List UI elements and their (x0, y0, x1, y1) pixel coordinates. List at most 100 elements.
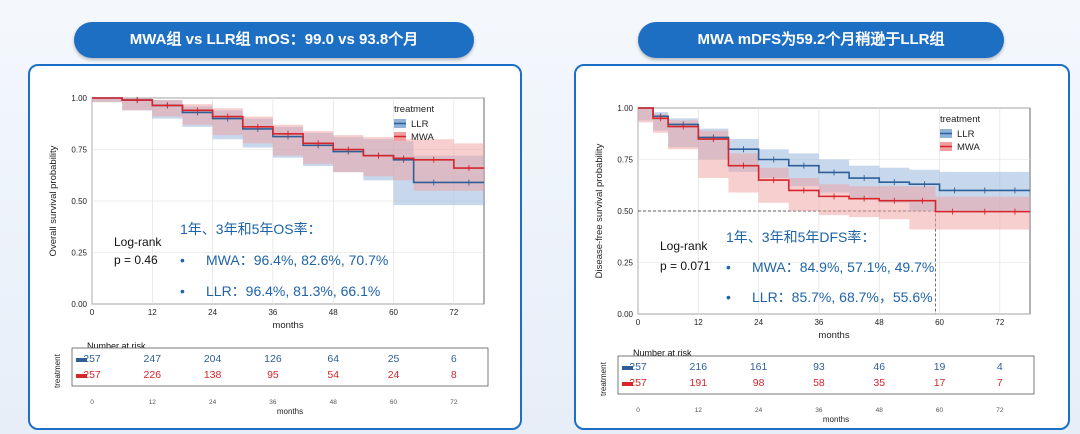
y-tick-label: 0.00 (617, 310, 633, 319)
risk-x-tick-label: 72 (450, 399, 458, 406)
censor-mark (740, 162, 747, 169)
risk-count: 46 (873, 361, 885, 373)
censor-mark (919, 197, 926, 204)
risk-count: 191 (690, 377, 708, 389)
risk-count: 25 (388, 353, 400, 365)
y-tick-label: 0.25 (617, 259, 633, 268)
censor-mark (981, 208, 988, 215)
y-tick-label: 0.25 (71, 249, 87, 258)
censor-mark (921, 181, 928, 188)
censor-mark (800, 187, 807, 194)
risk-count: 93 (813, 361, 825, 373)
x-tick-label: 24 (754, 318, 763, 327)
risk-x-tick-label: 60 (936, 407, 944, 414)
risk-count: 58 (813, 377, 825, 389)
x-tick-label: 72 (449, 308, 458, 317)
risk-count: 216 (690, 361, 708, 373)
censor-mark (710, 136, 717, 143)
risk-x-tick-label: 60 (390, 399, 398, 406)
risk-count: 226 (144, 369, 162, 381)
censor-mark (891, 179, 898, 186)
risk-count: 95 (267, 369, 279, 381)
y-tick-label: 1.00 (617, 104, 633, 113)
y-tick-label: 0.50 (71, 197, 87, 206)
left-km-chart: 0 12 24 36 48 60 720.000.250.500.751.00monthsO… (48, 94, 489, 416)
legend-title: treatment (394, 104, 434, 115)
logrank-label: Log-rank (114, 235, 162, 249)
x-tick-label: 60 (389, 308, 398, 317)
x-tick-label: 0 (636, 318, 641, 327)
risk-count: 257 (83, 353, 101, 365)
risk-table-xlabel: months (823, 415, 849, 424)
x-tick-label: 24 (208, 308, 217, 317)
risk-x-tick-label: 48 (330, 399, 338, 406)
risk-count: 161 (750, 361, 768, 373)
censor-mark (951, 187, 958, 194)
mwa-ci-band (638, 108, 1030, 230)
censor-mark (430, 179, 437, 186)
right-panel-title: MWA mDFS为59.2个月稍逊于LLR组 (638, 22, 1004, 58)
llr-ci-band (638, 108, 1030, 211)
risk-x-tick-label: 36 (815, 407, 823, 414)
risk-x-tick-label: 0 (636, 407, 640, 414)
censor-mark (465, 179, 472, 186)
risk-count: 35 (873, 377, 885, 389)
y-axis-title: Overall survival probability (48, 145, 59, 256)
risk-count: 257 (629, 361, 647, 373)
risk-count: 8 (451, 369, 457, 381)
risk-count: 98 (753, 377, 765, 389)
censor-mark (194, 107, 201, 114)
os-rate-bullet-2: • (180, 283, 185, 299)
censor-mark (831, 169, 837, 176)
x-tick-label: 12 (694, 318, 703, 327)
logrank-label: Log-rank (660, 239, 708, 253)
risk-count: 257 (629, 377, 647, 389)
censor-mark (891, 197, 898, 204)
risk-table-title: Number at risk (87, 341, 146, 351)
os-rate-mwa: MWA：96.4%, 82.6%, 70.7% (206, 252, 388, 268)
risk-count: 19 (934, 361, 946, 373)
censor-mark (375, 152, 382, 159)
censor-mark (657, 115, 664, 122)
y-axis-title: Disease-free survival probability (594, 143, 605, 278)
risk-count: 6 (451, 353, 457, 365)
censor-mark (770, 156, 777, 163)
left-panel-title: MWA组 vs LLR组 mOS：99.0 vs 93.8个月 (74, 22, 474, 58)
risk-x-tick-label: 24 (755, 407, 763, 414)
risk-count: 64 (327, 353, 339, 365)
censor-mark (770, 177, 777, 184)
dfs-rates-title: 1年、3年和5年DFS率： (726, 229, 875, 245)
censor-mark (315, 140, 322, 147)
x-tick-label: 36 (268, 308, 277, 317)
right-panel-card: 0 12 24 36 48 60 72 0.00 0.25 0.50 0.75 1.00 months D… (574, 64, 1070, 430)
legend-label-llr: LLR (411, 119, 429, 130)
x-tick-label: 0 (90, 308, 95, 317)
censor-mark (400, 155, 407, 162)
censor-mark (800, 162, 807, 169)
censor-mark (1011, 187, 1018, 194)
legend-label-mwa: MWA (957, 142, 981, 153)
risk-table-ylabel: treatment (53, 353, 62, 388)
dfs-rate-bullet-2: • (726, 289, 731, 305)
y-tick-label: 1.00 (71, 94, 87, 103)
risk-count: 17 (934, 377, 946, 389)
censor-mark (1011, 208, 1018, 215)
censor-mark (949, 208, 956, 215)
risk-x-tick-label: 24 (209, 399, 217, 406)
risk-count: 4 (997, 361, 1003, 373)
x-tick-label: 12 (148, 308, 157, 317)
censor-mark (831, 193, 837, 200)
x-axis-title: months (272, 320, 303, 331)
x-axis-title: months (818, 330, 849, 341)
dfs-rate-bullet-1: • (726, 259, 731, 275)
os-rate-bullet-1: • (180, 252, 185, 268)
legend-label-mwa: MWA (411, 132, 435, 143)
censor-mark (430, 156, 437, 163)
risk-table-box (617, 355, 1035, 395)
risk-count: 24 (388, 369, 400, 381)
risk-table-box (71, 347, 489, 387)
legend-title: treatment (940, 114, 980, 125)
risk-count: 54 (327, 369, 339, 381)
censor-mark (981, 187, 988, 194)
censor-mark (254, 123, 261, 130)
